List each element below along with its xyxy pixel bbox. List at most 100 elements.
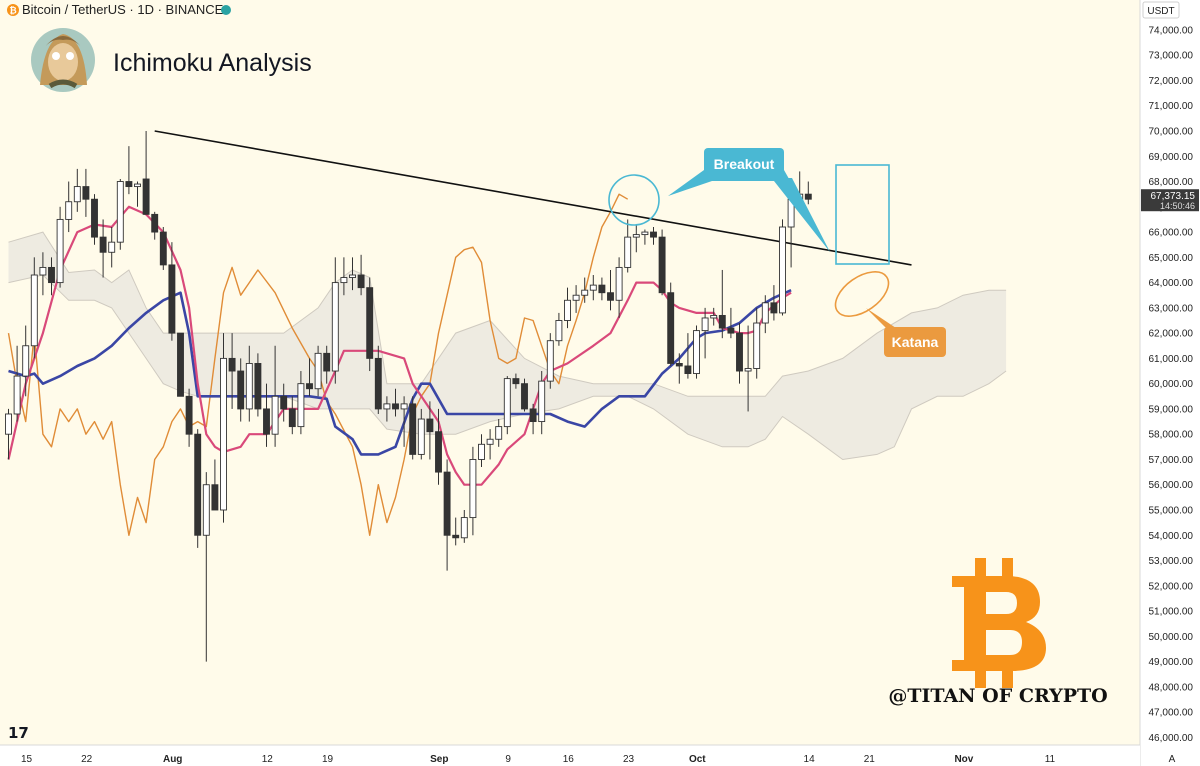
candle-body [263, 408, 270, 435]
candle [770, 285, 778, 321]
candle-body [5, 413, 12, 435]
candle [340, 257, 348, 296]
price-tick-label: 56,000.00 [1149, 480, 1194, 491]
candle-body [753, 322, 761, 369]
candle [56, 206, 64, 288]
candle-body [134, 183, 141, 188]
currency-badge[interactable] [1142, 1, 1180, 19]
candle [116, 178, 124, 250]
tradingview-logo-icon: 17 [8, 724, 29, 742]
candle-body [529, 408, 537, 423]
candle-body [13, 375, 21, 415]
watermark-text: @TITAN OF CRYPTO [888, 685, 1107, 707]
candle-body [443, 471, 451, 536]
candle-body [22, 345, 30, 377]
price-tick-label: 62,000.00 [1149, 329, 1194, 340]
candle-body [323, 352, 331, 372]
candle [194, 429, 202, 548]
candle [675, 353, 683, 384]
candle [30, 257, 38, 359]
auto-scale-button[interactable]: A [1169, 754, 1176, 765]
price-tick-label: 57,000.00 [1149, 455, 1194, 466]
candle-body [564, 299, 571, 321]
time-tick-label: 15 [21, 754, 33, 765]
candle [177, 332, 184, 397]
breakout-label-box [704, 148, 784, 181]
candle-body [779, 226, 786, 314]
candles[interactable] [5, 130, 812, 662]
price-tick-label: 55,000.00 [1149, 505, 1194, 516]
avatar [31, 28, 95, 92]
price-tick-label: 68,000.00 [1149, 177, 1194, 188]
candle [237, 358, 245, 422]
candle-body [744, 368, 752, 372]
candle-body [202, 484, 210, 536]
candle [658, 229, 666, 296]
time-tick-label: 23 [623, 754, 635, 765]
candle-body [366, 287, 374, 359]
candle [641, 229, 649, 245]
candle-body [521, 383, 528, 410]
candle-body [73, 186, 81, 203]
btc-logo-tick-bottom-left [975, 668, 986, 688]
candle [134, 181, 141, 207]
annotations: Breakout Katana [608, 148, 946, 357]
candle [607, 269, 614, 311]
time-axis[interactable] [0, 745, 1140, 766]
candle [555, 312, 563, 346]
candle-body [684, 365, 692, 375]
price-tick-label: 48,000.00 [1149, 682, 1194, 693]
candle [495, 419, 503, 447]
candle-body [667, 292, 675, 364]
candle [564, 287, 571, 329]
candle [426, 401, 434, 460]
candle [744, 325, 752, 412]
price-tick-label: 59,000.00 [1149, 404, 1194, 415]
price-tick-label: 60,000.00 [1149, 379, 1194, 390]
price-tick-label: 50,000.00 [1149, 632, 1194, 643]
candle [753, 307, 761, 379]
candle [99, 219, 107, 278]
btc-logo-tick-bottom-right [1002, 668, 1013, 688]
candle [443, 459, 451, 571]
breakout-pointer-right [774, 170, 830, 252]
candle [779, 219, 786, 316]
candle [314, 345, 322, 397]
page-title: Ichimoku Analysis [113, 49, 312, 77]
candle [168, 242, 176, 341]
candle [684, 333, 692, 379]
candle-body [761, 302, 769, 324]
candle-body [220, 357, 227, 511]
candle [469, 446, 477, 536]
kijun-sen-line [8, 289, 792, 456]
candle [512, 373, 520, 389]
candle [125, 146, 133, 195]
candle [417, 408, 425, 460]
candle [271, 345, 279, 447]
candle-body [624, 236, 632, 268]
price-tick-label: 64,000.00 [1149, 278, 1194, 289]
candle [667, 282, 675, 366]
candle-body [159, 231, 167, 266]
last-price-tag [1141, 189, 1199, 212]
candle [804, 181, 812, 205]
price-tick-label: 70,000.00 [1149, 126, 1194, 137]
candle [392, 388, 399, 417]
candle-body [168, 264, 176, 334]
price-tick-label: 72,000.00 [1149, 76, 1194, 87]
candle-body [142, 178, 150, 215]
price-axis[interactable] [1140, 0, 1200, 745]
price-tick-label: 74,000.00 [1149, 25, 1194, 36]
candle-body [245, 362, 253, 410]
candle-body [555, 320, 563, 342]
candle-body [254, 362, 262, 410]
candle [22, 325, 30, 397]
candle-body [151, 213, 159, 233]
time-tick-label: Sep [430, 754, 448, 765]
candle [185, 388, 193, 447]
candle-body [727, 327, 735, 334]
candle [323, 345, 331, 384]
candle-body [546, 340, 554, 382]
price-tick-label: 47,000.00 [1149, 708, 1194, 719]
